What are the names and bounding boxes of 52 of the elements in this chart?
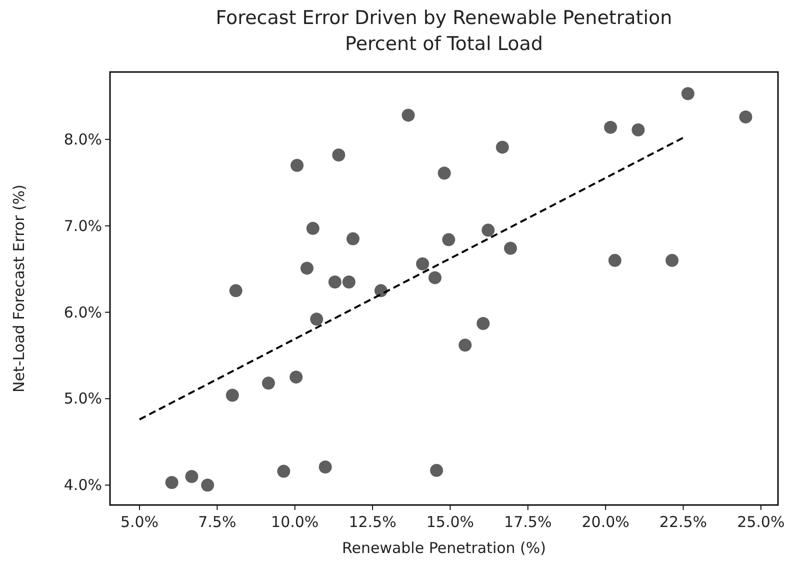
point [332,148,346,162]
x-tick-label: 5.0% [120,513,159,531]
chart-subtitle: Percent of Total Load [345,33,543,55]
point [604,120,618,134]
x-axis-title: Renewable Penetration (%) [342,539,546,557]
point [666,254,679,267]
point [739,110,752,124]
chart-title: Forecast Error Driven by Renewable Penetration [216,7,672,29]
x-tick-label: 20.0% [582,513,630,531]
point [201,478,214,492]
y-tick-label: 7.0% [64,216,102,235]
x-tick-label: 22.5% [659,513,708,531]
y-tick-label: 6.0% [64,303,102,322]
point [185,470,198,483]
point [290,158,304,172]
point [300,262,314,275]
x-tick-label: 17.5% [504,513,552,531]
x-tick-label: 25.0% [737,513,785,531]
y-tick-label: 5.0% [64,390,102,408]
point [496,140,509,154]
point [277,464,290,478]
point [306,222,320,235]
point [165,476,178,490]
point [681,87,694,100]
point [476,317,490,330]
point [346,232,360,246]
point [229,284,242,298]
point [430,464,444,477]
point [458,338,472,352]
point [318,460,332,474]
y-tick-label: 4.0% [64,476,102,494]
point [262,376,275,390]
x-tick-label: 12.5% [348,513,396,531]
point [428,271,442,284]
point [608,254,622,267]
point [328,276,342,289]
point [438,166,451,180]
point [290,370,303,384]
point [342,276,356,289]
x-tick-label: 7.5% [198,513,236,531]
x-tick-label: 15.0% [426,513,474,531]
point [416,257,430,270]
y-tick-label: 8.0% [64,130,102,148]
point [504,242,517,255]
point [632,123,645,136]
point [226,388,239,402]
x-tick-label: 10.0% [271,513,319,531]
point [442,233,456,246]
point [482,224,495,237]
point [310,312,324,326]
y-axis-title: Net-Load Forecast Error (%) [10,184,28,393]
point [402,108,415,122]
